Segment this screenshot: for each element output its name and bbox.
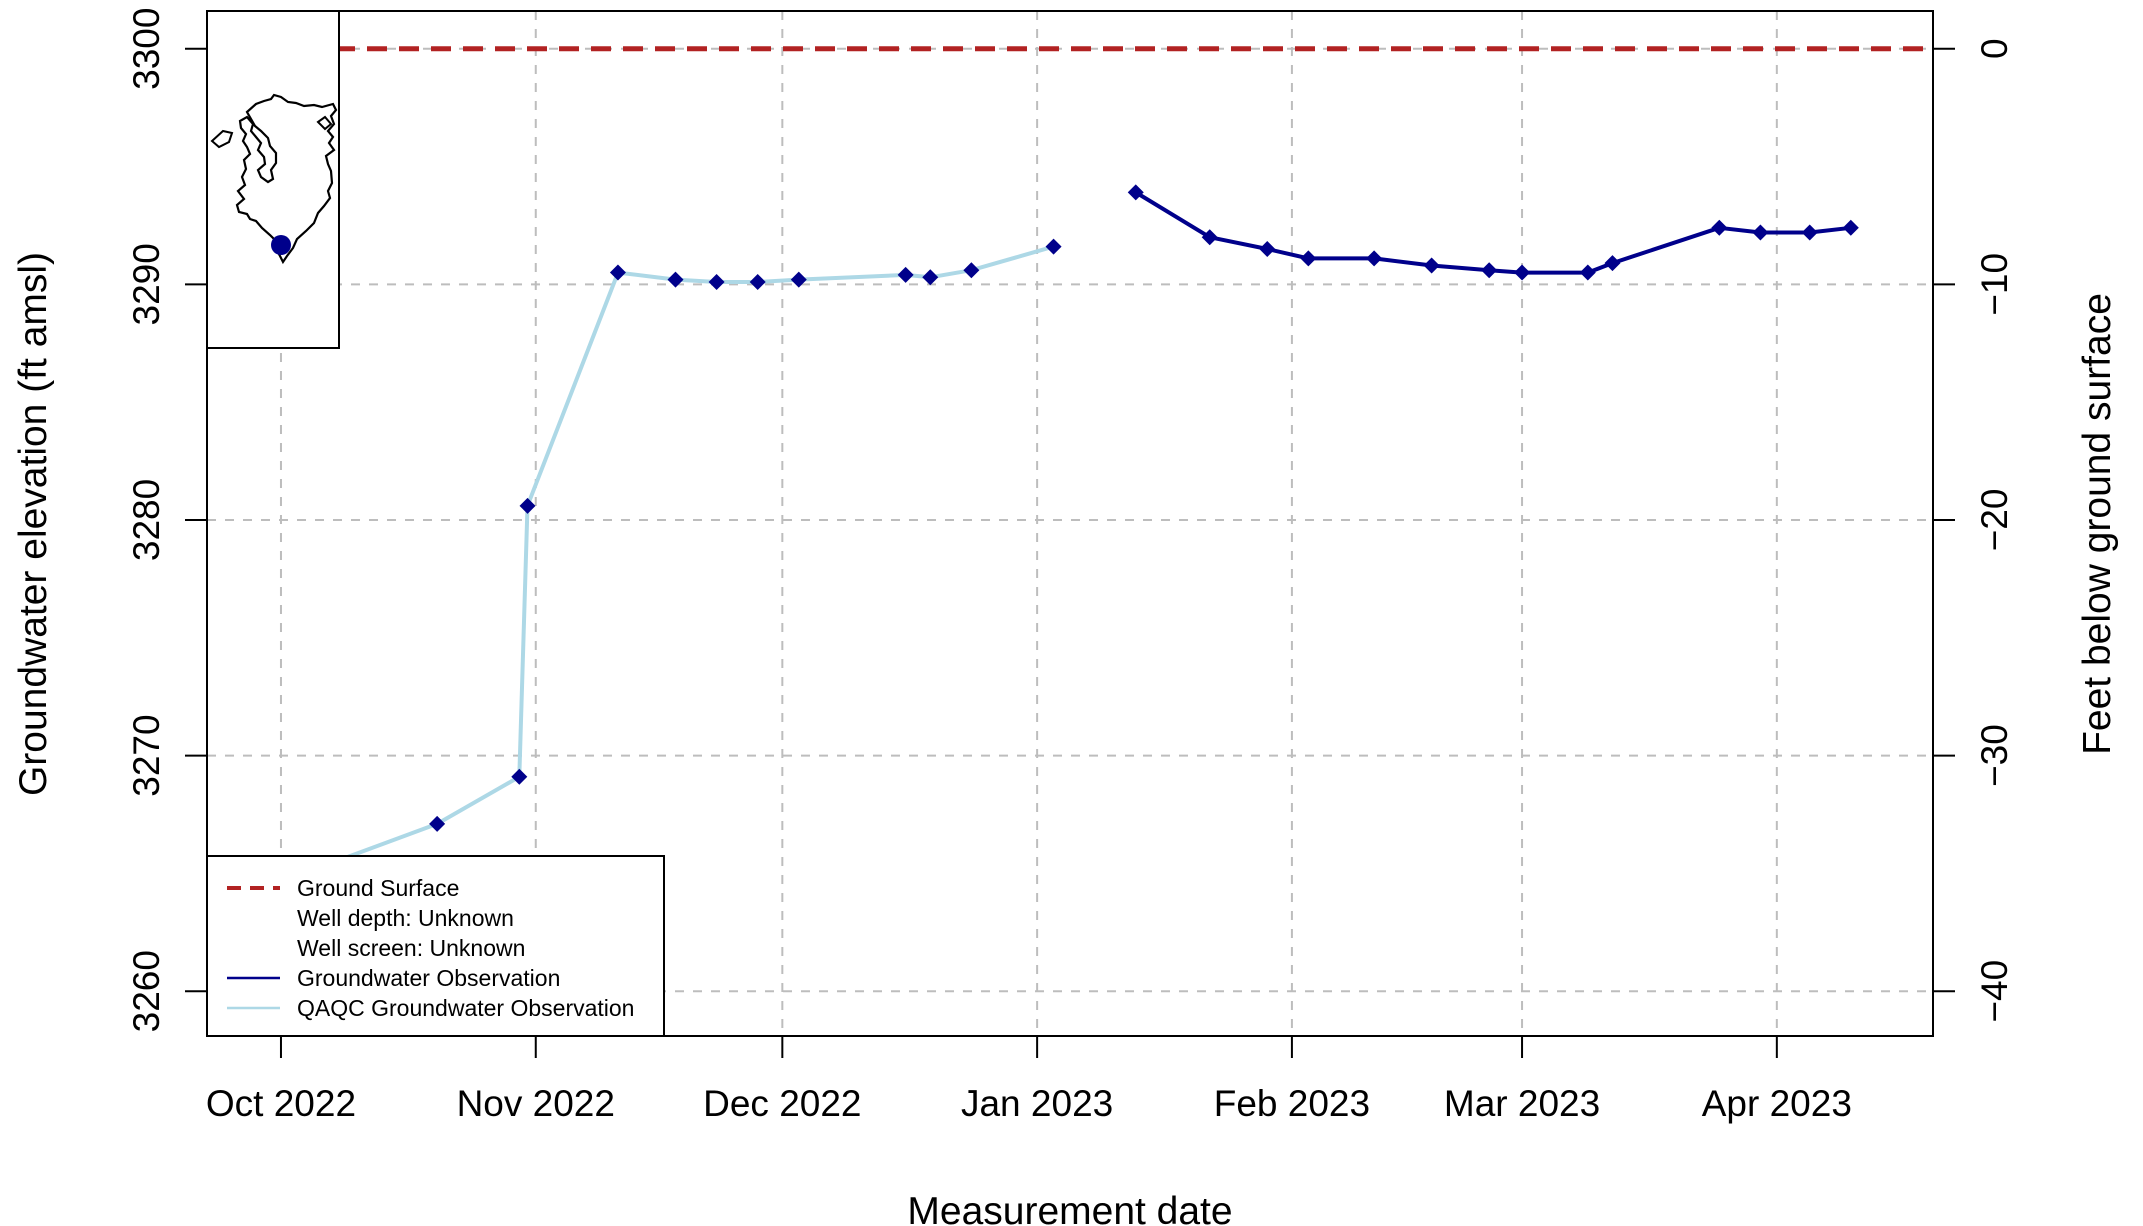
data-point bbox=[429, 815, 446, 832]
data-point bbox=[1045, 238, 1062, 255]
y2-tick-label: 0 bbox=[1974, 38, 2015, 59]
y2-tick-label: −20 bbox=[1974, 489, 2015, 552]
data-point bbox=[667, 271, 684, 288]
data-point bbox=[1579, 264, 1596, 281]
data-point bbox=[963, 262, 980, 279]
x-tick-label: Feb 2023 bbox=[1214, 1083, 1370, 1124]
x-tick-label: Apr 2023 bbox=[1702, 1083, 1852, 1124]
x-tick-label: Jan 2023 bbox=[961, 1083, 1113, 1124]
data-point bbox=[1752, 224, 1769, 241]
x-tick-label: Oct 2022 bbox=[206, 1083, 356, 1124]
y-axis-title: Groundwater elevation (ft amsl) bbox=[12, 252, 55, 796]
data-point bbox=[922, 269, 939, 286]
data-point bbox=[1300, 250, 1317, 267]
data-point bbox=[519, 497, 536, 514]
y2-tick-label: −30 bbox=[1974, 724, 2015, 787]
data-point bbox=[708, 273, 725, 290]
data-point bbox=[1127, 184, 1144, 201]
series-layer bbox=[206, 184, 1859, 911]
inset-map bbox=[206, 10, 340, 349]
y-tick-label: 3280 bbox=[126, 479, 167, 561]
legend-box bbox=[206, 855, 665, 1037]
legend-observation-label: Groundwater Observation bbox=[297, 965, 560, 991]
data-point bbox=[897, 266, 914, 283]
data-point bbox=[1201, 229, 1218, 246]
legend-well-screen-label: Well screen: Unknown bbox=[297, 935, 525, 961]
y-axis-right: −40 −30 −20 −10 0 bbox=[1932, 38, 2015, 1023]
legend-well-depth-label: Well depth: Unknown bbox=[297, 905, 514, 931]
y-tick-label: 3290 bbox=[126, 243, 167, 325]
data-point bbox=[1423, 257, 1440, 274]
region-outline-icon bbox=[235, 93, 338, 265]
data-point bbox=[511, 768, 528, 785]
x-tick-label: Dec 2022 bbox=[703, 1083, 861, 1124]
data-point bbox=[1514, 264, 1531, 281]
data-point bbox=[1604, 255, 1621, 272]
y-axis-left: 3260 3270 3280 3290 3300 bbox=[126, 8, 208, 1032]
data-point bbox=[1801, 224, 1818, 241]
data-point bbox=[790, 271, 807, 288]
data-point bbox=[749, 273, 766, 290]
y-tick-label: 3270 bbox=[126, 714, 167, 796]
data-point bbox=[1481, 262, 1498, 279]
data-point bbox=[609, 264, 626, 281]
y2-tick-label: −10 bbox=[1974, 253, 2015, 316]
y2-axis-title: Feet below ground surface bbox=[2076, 293, 2119, 755]
y2-tick-label: −40 bbox=[1974, 960, 2015, 1023]
x-axis-title: Measurement date bbox=[907, 1190, 1232, 1226]
series-line-1 bbox=[1134, 190, 1852, 275]
grid bbox=[207, 11, 1933, 1036]
well-location-dot bbox=[271, 235, 291, 255]
data-point bbox=[1711, 219, 1728, 236]
data-point bbox=[1366, 250, 1383, 267]
y-tick-label: 3260 bbox=[126, 950, 167, 1032]
x-tick-label: Nov 2022 bbox=[457, 1083, 615, 1124]
y-tick-label: 3300 bbox=[126, 8, 167, 90]
legend-ground-surface-label: Ground Surface bbox=[297, 875, 459, 901]
legend: Ground Surface Well depth: Unknown Well … bbox=[206, 855, 665, 1037]
legend-qaqc-label: QAQC Groundwater Observation bbox=[297, 995, 634, 1021]
x-tick-label: Mar 2023 bbox=[1444, 1083, 1600, 1124]
data-point bbox=[1259, 240, 1276, 257]
data-point bbox=[1842, 219, 1859, 236]
x-axis: Oct 2022 Nov 2022 Dec 2022 Jan 2023 Feb 2023… bbox=[206, 1035, 1852, 1124]
